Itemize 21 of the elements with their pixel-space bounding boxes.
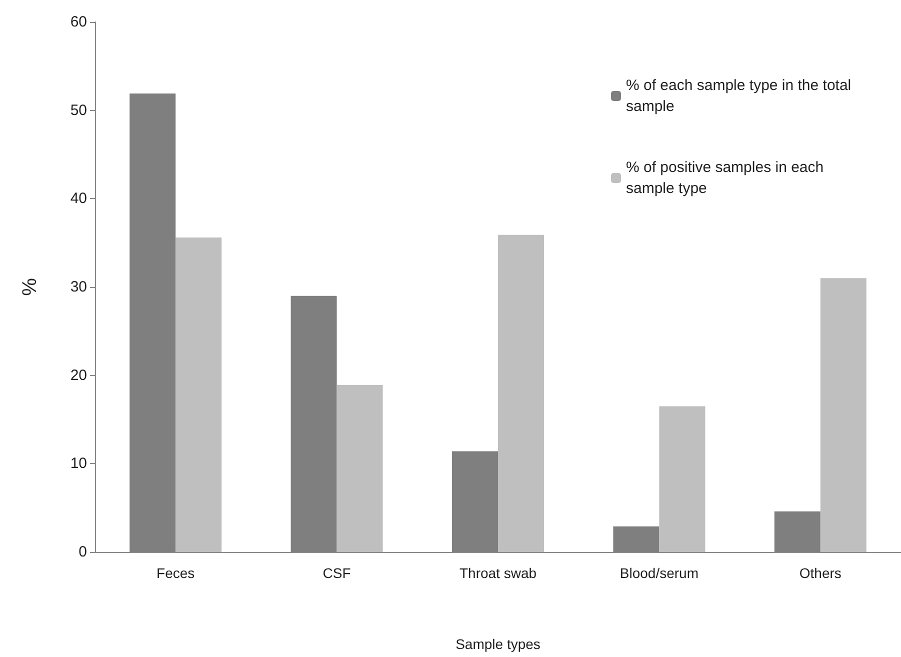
x-axis-title: Sample types [456, 636, 540, 652]
y-tick-label: 10 [70, 455, 87, 472]
bar [659, 406, 706, 552]
y-tick-label: 0 [78, 544, 87, 560]
y-tick-label: 60 [70, 14, 87, 30]
bar [498, 234, 544, 552]
y-tick-label: 40 [70, 190, 87, 208]
x-tick-label: CSF [322, 565, 351, 581]
bar [820, 278, 866, 552]
y-tick-label: 50 [70, 102, 87, 119]
legend-label: % of positive samples in each sample type [626, 159, 828, 197]
legend-label: % of each sample type in the total sample [626, 77, 856, 115]
x-tick-label: Blood/serum [620, 565, 698, 581]
bar [336, 385, 383, 552]
x-tick-label: Throat swab [459, 565, 537, 581]
bar [176, 238, 222, 552]
y-tick-label: 20 [70, 366, 87, 384]
x-tick-label: Feces [156, 565, 195, 581]
y-tick-label: 30 [70, 278, 87, 296]
x-tick-label: Others [799, 565, 842, 581]
y-axis-title: % [19, 278, 41, 296]
